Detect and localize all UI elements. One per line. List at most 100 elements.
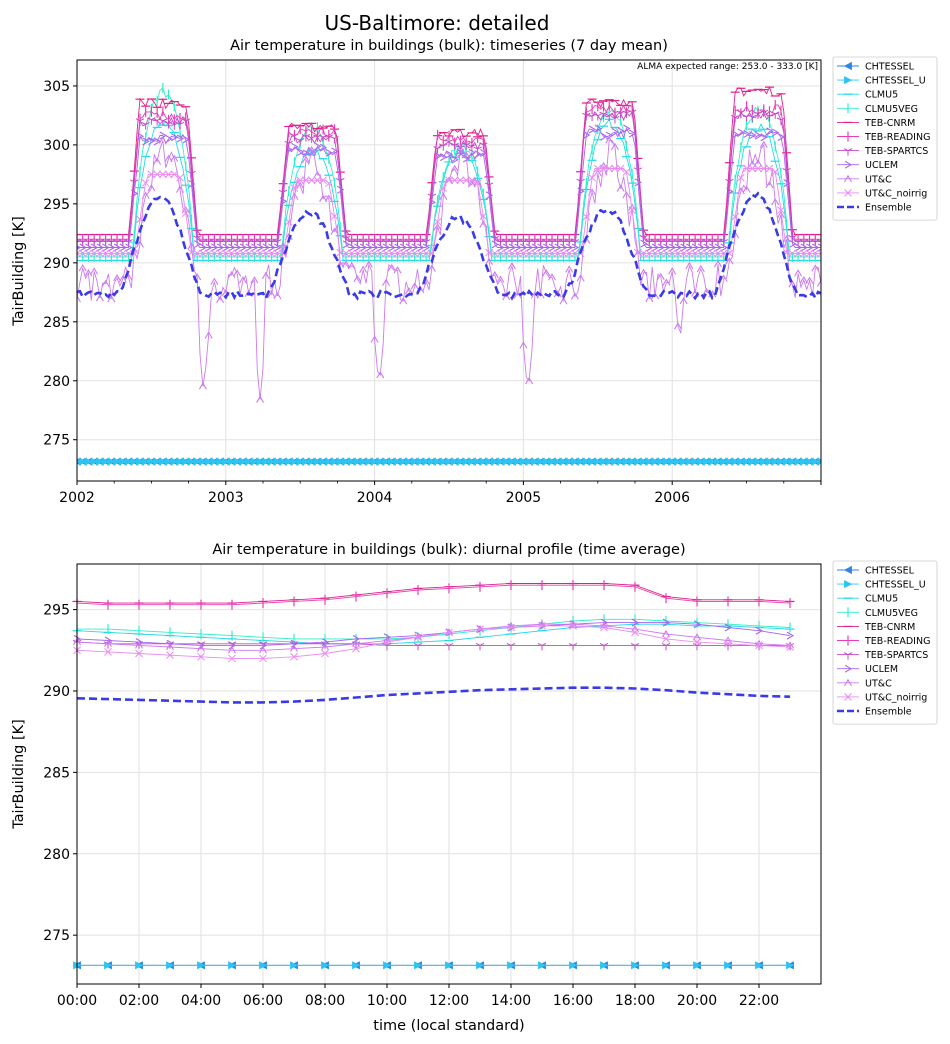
- top-marker-uclem: [108, 243, 116, 252]
- top-marker-utandc-noirrig: [765, 164, 774, 173]
- top-marker-utandc-noirrig: [525, 249, 533, 258]
- top-marker-chtessel-u: [199, 457, 208, 466]
- bottom-marker-uclem: [693, 620, 702, 629]
- bottom-marker-chtessel-u: [569, 961, 578, 970]
- top-marker-uclem: [771, 128, 780, 137]
- top-line-utandc: [77, 139, 821, 400]
- top-marker-uclem: [794, 243, 803, 252]
- top-marker-utandc-noirrig: [290, 184, 299, 193]
- bottom-marker-utandc-noirrig: [383, 638, 391, 646]
- bottom-marker-utandc-noirrig: [321, 649, 329, 658]
- top-marker-uclem: [554, 243, 562, 252]
- bottom-marker-utandc-noirrig: [104, 648, 112, 656]
- top-ytick-label: 280: [43, 374, 70, 390]
- top-marker-utandc-noirrig: [605, 164, 614, 173]
- bottom-marker-utandc: [693, 633, 701, 641]
- top-marker-chtessel-u: [90, 457, 99, 466]
- top-marker-chtessel-u: [164, 457, 173, 466]
- top-marker-chtessel-u: [490, 457, 500, 466]
- top-marker-uclem: [634, 178, 642, 187]
- top-marker-chtessel-u: [599, 457, 608, 466]
- bottom-marker-utandc: [569, 620, 577, 628]
- top-marker-utandc: [576, 274, 585, 282]
- bottom-marker-uclem: [228, 641, 237, 650]
- top-marker-uclem: [394, 243, 402, 252]
- top-marker-utandc: [799, 276, 808, 284]
- bottom-legend-label-chtessel-u: CHTESSEL_U: [865, 580, 926, 591]
- top-marker-uclem: [577, 187, 585, 196]
- top-marker-chtessel-u: [736, 457, 746, 466]
- top-marker-uclem: [148, 136, 156, 145]
- top-marker-chtessel-u: [216, 457, 225, 466]
- top-marker-utandc: [473, 178, 482, 187]
- top-marker-utandc-noirrig: [387, 249, 396, 258]
- top-legend-label-utandc: UT&C: [865, 174, 892, 185]
- top-marker-uclem: [399, 243, 408, 252]
- top-marker-utandc: [496, 275, 505, 283]
- top-marker-utandc: [267, 290, 276, 299]
- bottom-series-utandc-noirrig: [73, 622, 794, 663]
- bottom-marker-utandc-noirrig: [476, 625, 484, 633]
- top-marker-utandc: [210, 277, 219, 285]
- top-marker-uclem: [777, 133, 786, 141]
- bottom-line-clmu5veg: [77, 618, 791, 640]
- top-marker-chtessel-u: [370, 457, 379, 466]
- bottom-marker-utandc: [476, 625, 484, 633]
- bottom-marker-teb-spartcs: [506, 642, 516, 651]
- top-marker-uclem: [726, 187, 734, 196]
- bottom-line-teb-reading: [76, 584, 791, 606]
- top-marker-chtessel-u: [279, 457, 288, 466]
- bottom-line-utandc: [76, 623, 791, 651]
- bottom-marker-chtessel-u: [290, 961, 299, 970]
- top-marker-chtessel-u: [633, 457, 643, 466]
- bottom-marker-utandc-noirrig: [197, 652, 205, 661]
- top-marker-uclem: [96, 243, 104, 252]
- top-marker-utandc: [393, 266, 402, 274]
- top-marker-chtessel-u: [685, 457, 694, 466]
- top-marker-uclem: [668, 243, 677, 252]
- top-marker-utandc: [662, 278, 671, 286]
- top-marker-uclem: [331, 147, 339, 156]
- top-marker-chtessel-u: [296, 457, 305, 466]
- top-marker-chtessel-u: [708, 457, 717, 466]
- top-marker-utandc: [553, 289, 562, 298]
- top-marker-chtessel-u: [702, 457, 711, 466]
- bottom-legend-label-teb-cnrm: TEB-CNRM: [864, 622, 915, 633]
- top-marker-uclem: [520, 243, 528, 252]
- top-marker-utandc-noirrig: [502, 249, 511, 258]
- top-marker-teb-spartcs: [301, 134, 311, 142]
- bottom-marker-utandc-noirrig: [693, 638, 701, 646]
- top-marker-teb-spartcs: [759, 109, 768, 118]
- top-marker-chtessel-u: [302, 457, 311, 466]
- top-marker-uclem: [428, 198, 436, 207]
- top-marker-utandc: [404, 286, 413, 295]
- bottom-marker-utandc: [259, 646, 267, 654]
- top-ytick-label: 275: [43, 433, 70, 449]
- bottom-marker-utandc-noirrig: [786, 643, 794, 651]
- top-marker-utandc-noirrig: [319, 176, 327, 185]
- bottom-xtick-label: 02:00: [119, 993, 159, 1009]
- top-marker-utandc-noirrig: [536, 249, 545, 258]
- top-marker-utandc: [216, 295, 225, 304]
- top-marker-uclem: [228, 243, 236, 252]
- top-marker-chtessel-u: [399, 457, 408, 466]
- bottom-marker-utandc: [135, 641, 143, 649]
- top-marker-teb-spartcs: [290, 133, 299, 141]
- bottom-line-uclem: [76, 622, 791, 646]
- bottom-ytick-label: 295: [43, 603, 70, 619]
- top-marker-utandc-noirrig: [347, 249, 356, 258]
- top-marker-chtessel-u: [319, 457, 328, 466]
- top-range-annotation: ALMA expected range: 253.0 - 333.0 [K]: [637, 62, 818, 72]
- top-marker-uclem: [279, 197, 288, 206]
- top-marker-uclem: [743, 129, 751, 138]
- bottom-marker-utandc-noirrig: [259, 654, 267, 663]
- top-marker-uclem: [205, 243, 213, 252]
- bottom-marker-utandc-noirrig: [600, 623, 608, 632]
- top-line-ensemble: [77, 191, 821, 302]
- top-marker-utandc: [77, 295, 81, 303]
- bottom-marker-uclem: [631, 618, 640, 627]
- top-marker-utandc-noirrig: [147, 170, 156, 179]
- top-marker-uclem: [657, 243, 665, 252]
- top-marker-uclem: [90, 243, 99, 252]
